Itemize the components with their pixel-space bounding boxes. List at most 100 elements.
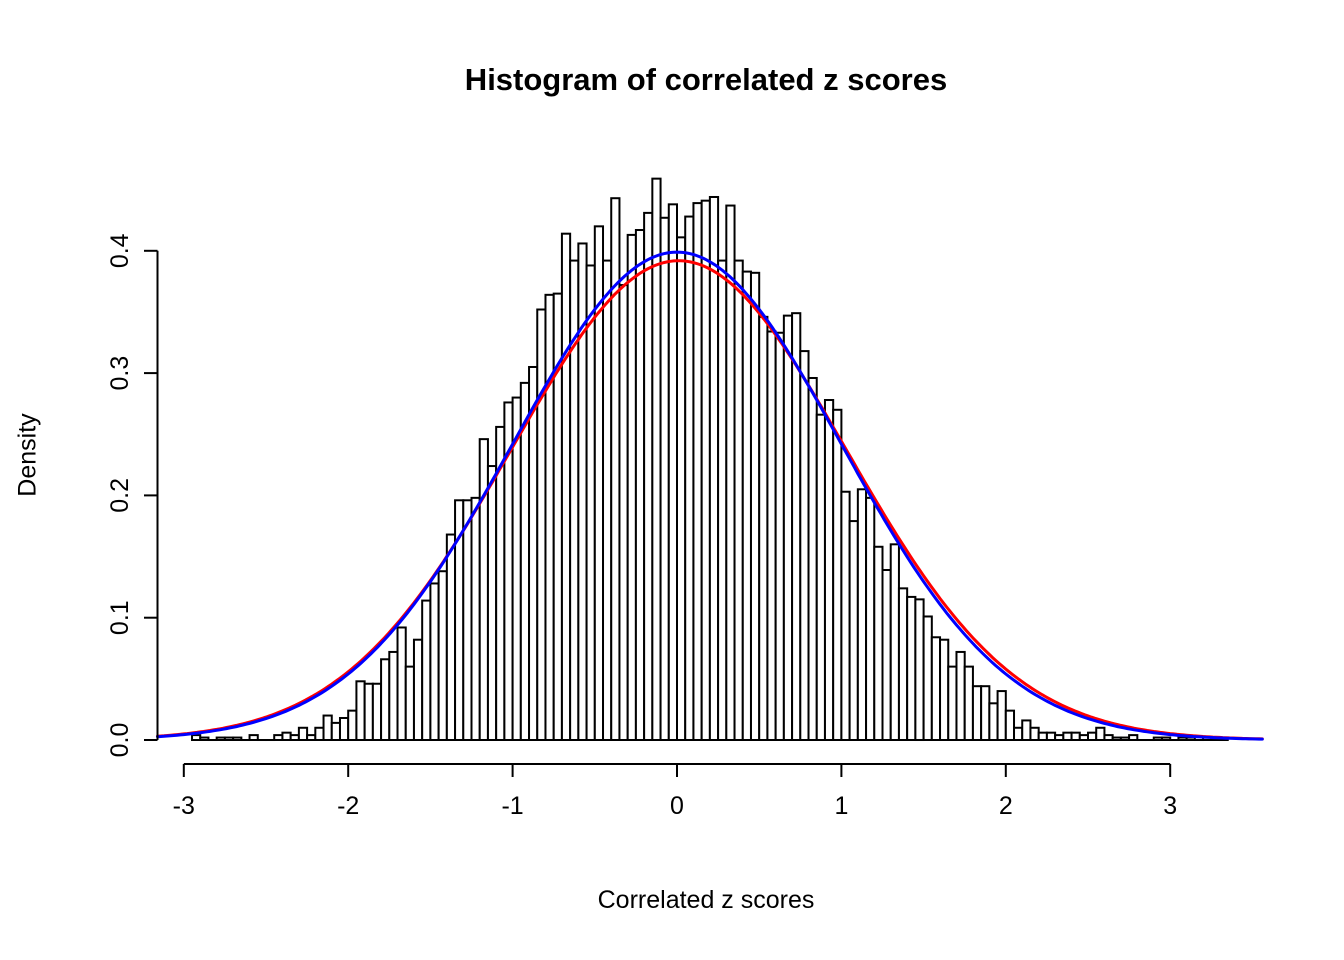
histogram-bar: [585, 264, 596, 741]
histogram-bar: [865, 496, 876, 741]
histogram-bar: [347, 709, 358, 742]
histogram-bar: [322, 714, 333, 741]
histogram-bar: [848, 520, 859, 742]
fitted-normal-red-curve: [156, 259, 1264, 741]
x-tick-label: 3: [1163, 792, 1177, 820]
histogram-bar: [930, 636, 942, 742]
histogram-bar: [643, 211, 654, 741]
histogram-bar: [897, 587, 909, 741]
histogram-bar: [380, 658, 391, 742]
histogram-bar: [610, 197, 621, 741]
histogram-bar: [659, 216, 670, 741]
y-tick-label: 0.1: [106, 600, 134, 635]
histogram-bar: [717, 259, 728, 741]
x-tick-label: -3: [173, 792, 195, 820]
histogram-bar: [462, 499, 473, 742]
histogram-bar: [1004, 709, 1016, 742]
y-tick-label: 0.2: [106, 478, 134, 513]
histogram-bar: [840, 490, 851, 742]
histogram-bar: [873, 545, 884, 742]
histogram-bar: [306, 734, 317, 741]
histogram-bar: [602, 259, 613, 741]
histogram-bar: [807, 376, 818, 741]
histogram-bar: [191, 734, 202, 741]
histogram-bar: [980, 685, 991, 742]
histogram-bar: [823, 399, 835, 741]
x-tick-label: 2: [999, 792, 1013, 820]
histogram-bar: [445, 533, 457, 741]
histogram-bar: [281, 731, 292, 741]
histogram-bar: [396, 626, 407, 741]
histogram-bar: [199, 736, 210, 741]
histogram-bar: [1119, 736, 1131, 741]
histogram-bar: [338, 716, 350, 741]
histogram-bar: [634, 229, 646, 741]
histogram-bar: [355, 680, 366, 741]
histogram-bar: [733, 259, 744, 741]
histogram-bar: [906, 595, 917, 741]
y-tick-label: 0.3: [106, 356, 134, 391]
histogram-bar: [955, 650, 966, 741]
histogram-bar: [388, 650, 399, 741]
x-tick-label: 0: [670, 792, 684, 820]
histogram-bar: [1095, 726, 1106, 742]
histogram-bar: [511, 396, 522, 741]
histogram-bar: [1062, 731, 1073, 741]
histogram-bar: [519, 381, 531, 741]
histogram-bar: [782, 314, 794, 741]
histogram-bar: [618, 284, 629, 741]
histogram-bar: [939, 638, 950, 742]
histogram-bar: [700, 199, 711, 742]
histogram-bar: [774, 331, 785, 741]
histogram-bar: [1177, 736, 1188, 741]
x-tick-label: -2: [337, 792, 359, 820]
histogram-bar: [708, 195, 720, 742]
histogram-bar: [856, 488, 868, 742]
histogram-bar: [988, 702, 999, 741]
histogram-bar: [248, 734, 259, 741]
histogram-bar: [1111, 736, 1122, 741]
histogram-bar: [577, 242, 588, 742]
histogram-bar: [996, 690, 1007, 742]
histogram-bar: [289, 734, 300, 741]
histogram-bar: [1013, 726, 1024, 742]
histogram-bar: [626, 233, 637, 741]
histogram-bar: [215, 736, 226, 741]
histogram-bar: [1070, 731, 1081, 741]
histogram-bar: [1054, 734, 1065, 741]
histogram-bar: [971, 685, 983, 742]
histogram-bar: [486, 465, 498, 741]
histogram-bar: [766, 330, 777, 741]
histogram-bar: [922, 615, 933, 741]
histogram-bar: [947, 665, 958, 741]
histogram-bar: [963, 665, 974, 741]
histogram-bar: [273, 734, 284, 741]
histogram-bar: [404, 665, 415, 741]
histogram-bar: [560, 232, 572, 741]
histogram-bar: [544, 293, 555, 741]
histogram-bar: [421, 599, 432, 742]
histogram-bar: [1152, 736, 1163, 741]
histogram-bar: [889, 543, 900, 741]
histogram-bar: [676, 236, 687, 741]
x-tick-label: 1: [834, 792, 848, 820]
histogram-bar: [429, 582, 440, 742]
histogram-bar: [914, 598, 925, 742]
histogram-bar: [1103, 734, 1114, 741]
standard-normal-blue-curve: [156, 250, 1264, 741]
histogram-bar: [536, 308, 547, 741]
histogram-bar: [223, 736, 235, 741]
histogram-bar: [692, 202, 703, 742]
chart-title: Histogram of correlated z scores: [464, 62, 948, 97]
histogram-bar: [470, 496, 481, 741]
histogram-bar: [881, 569, 892, 741]
histogram-bar: [1045, 731, 1057, 741]
histogram-bar: [832, 408, 843, 741]
histogram-bar: [667, 203, 679, 741]
histogram-bar: [437, 570, 448, 741]
histogram-bar: [815, 413, 826, 741]
histogram-bar: [1128, 734, 1139, 741]
histogram-bar: [232, 736, 243, 741]
